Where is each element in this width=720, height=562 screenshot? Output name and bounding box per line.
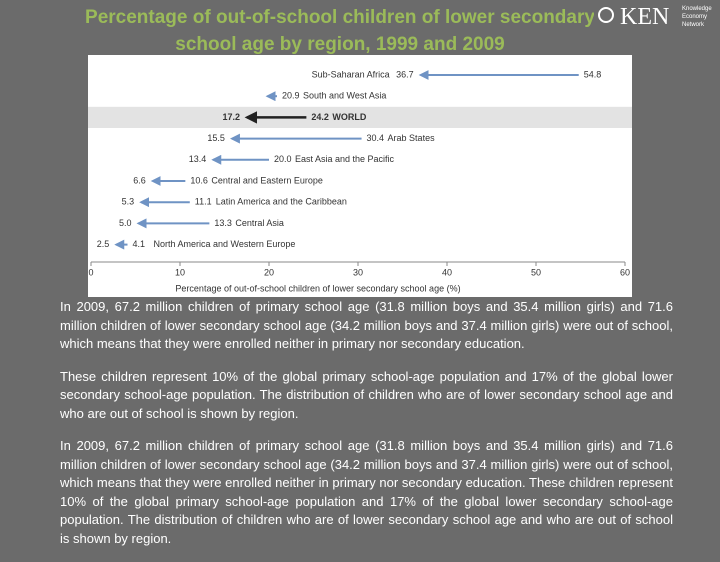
title-line: school age by region, 1999 and 2009 bbox=[175, 34, 505, 55]
x-axis-label: Percentage of out-of-school children of … bbox=[175, 283, 460, 293]
slide: Percentage of out-of-school children of … bbox=[40, 0, 720, 546]
value-label: 15.5 bbox=[207, 133, 225, 143]
x-tick-label: 30 bbox=[353, 267, 363, 277]
category-label: Central Asia bbox=[235, 218, 284, 228]
category-label: North America and Western Europe bbox=[153, 239, 295, 249]
category-label: Sub-Saharan Africa bbox=[312, 69, 390, 79]
x-tick-label: 60 bbox=[620, 267, 630, 277]
title: Percentage of out-of-school children of … bbox=[40, 4, 640, 58]
value-label: 36.7 bbox=[396, 69, 414, 79]
x-tick-label: 50 bbox=[531, 267, 541, 277]
logo-mark: KEN bbox=[620, 4, 670, 30]
logo-globe bbox=[598, 7, 614, 23]
category-label: East Asia and the Pacific bbox=[295, 154, 395, 164]
value-label: 5.0 bbox=[119, 218, 132, 228]
value-label: 30.4 bbox=[367, 133, 385, 143]
logo-caption-line: Network bbox=[682, 22, 705, 28]
value-label: 13.3 bbox=[214, 218, 232, 228]
value-label: 13.4 bbox=[189, 154, 207, 164]
paragraph: In 2009, 67.2 million children of primar… bbox=[60, 299, 673, 351]
x-tick-label: 40 bbox=[442, 267, 452, 277]
logo-caption-line: Knowledge bbox=[682, 6, 712, 12]
x-tick-label: 20 bbox=[264, 267, 274, 277]
value-label: 54.8 bbox=[584, 69, 602, 79]
category-label: Arab States bbox=[388, 133, 436, 143]
value-label: 17.2 bbox=[223, 112, 241, 122]
x-tick-label: 0 bbox=[88, 267, 93, 277]
value-label: 6.6 bbox=[133, 175, 146, 185]
value-label: 5.3 bbox=[122, 197, 135, 207]
value-label: 4.1 bbox=[132, 239, 145, 249]
category-label: WORLD bbox=[332, 112, 366, 122]
value-label: 20.0 bbox=[274, 154, 292, 164]
category-label: Central and Eastern Europe bbox=[211, 175, 323, 185]
paragraph: These children represent 10% of the glob… bbox=[60, 368, 673, 421]
category-label: Latin America and the Caribbean bbox=[216, 197, 347, 207]
value-label: 10.6 bbox=[190, 175, 208, 185]
logo: KEN Knowledge Economy Network bbox=[594, 0, 720, 36]
x-tick-label: 10 bbox=[175, 267, 185, 277]
category-label: South and West Asia bbox=[303, 91, 386, 101]
logo-caption-line: Economy bbox=[682, 14, 708, 20]
value-label: 20.9 bbox=[282, 91, 300, 101]
value-label: 2.5 bbox=[97, 239, 110, 249]
logo-caption: Knowledge Economy Network bbox=[682, 5, 712, 29]
title-line: Percentage of out-of-school children of … bbox=[85, 7, 595, 28]
value-label: 11.1 bbox=[195, 197, 212, 207]
value-label: 24.2 bbox=[311, 112, 329, 122]
body-text: In 2009, 67.2 million children of primar… bbox=[60, 298, 673, 562]
paragraph: In 2009, 67.2 million children of primar… bbox=[60, 438, 673, 546]
highlight-band bbox=[88, 106, 632, 128]
chart: 0 10 20 30 40 50 60 36.7 54.8 Sub-Saharan Africa 2… bbox=[88, 55, 632, 297]
chart-background bbox=[88, 55, 632, 297]
